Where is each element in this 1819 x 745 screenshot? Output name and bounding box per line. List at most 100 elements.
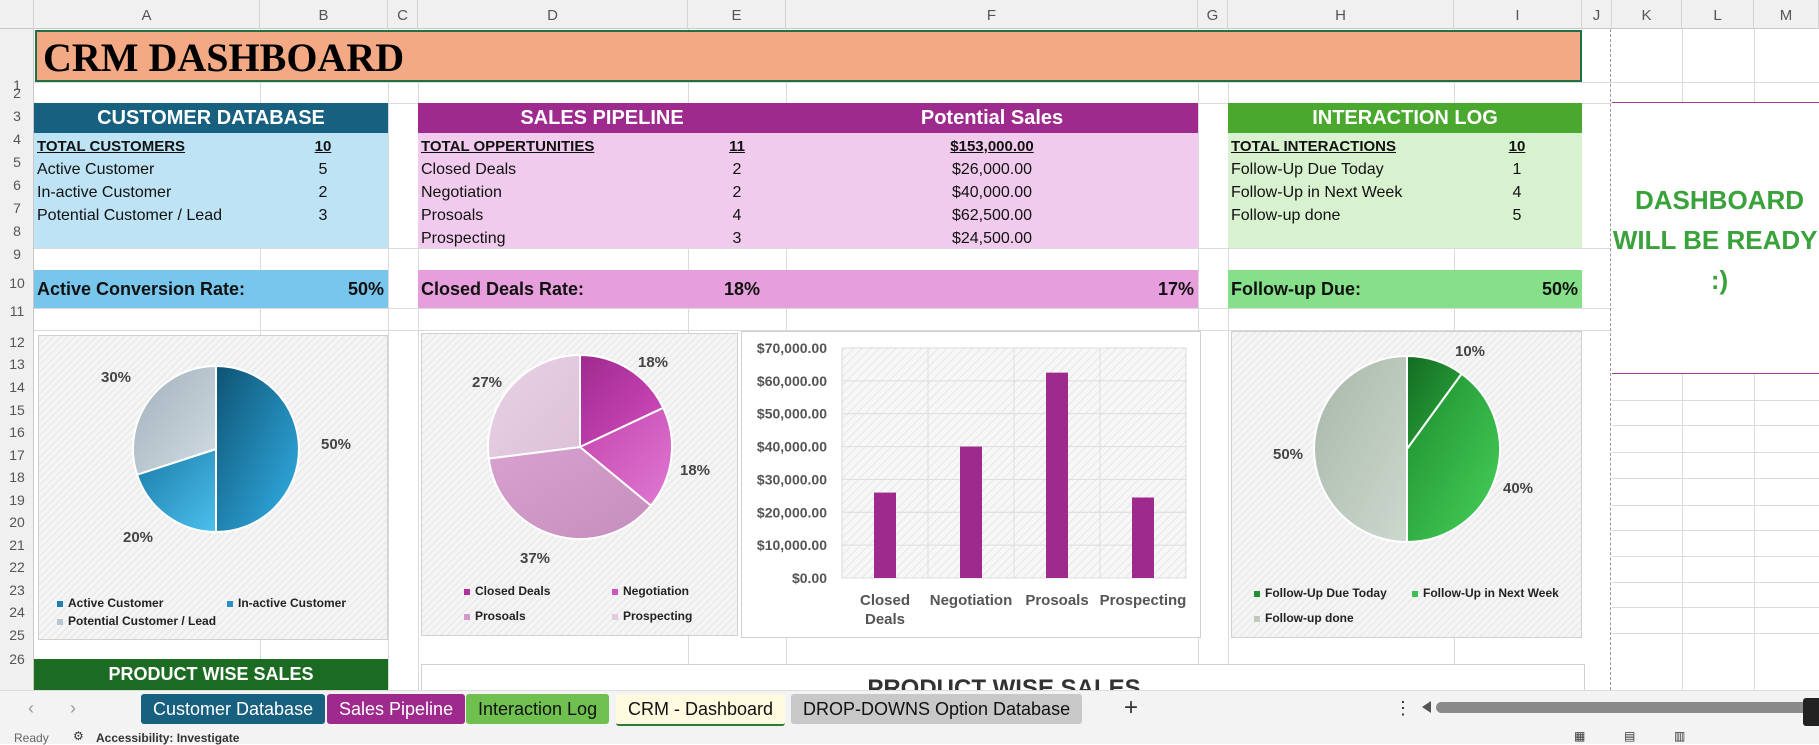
column-header-K[interactable]: K [1612, 0, 1682, 29]
row-header-23[interactable]: 23 [9, 582, 25, 598]
pie-slice-negotiation[interactable] [578, 406, 673, 508]
column-header-B[interactable]: B [260, 0, 388, 29]
total-interactions-value[interactable]: 10 [1508, 138, 1526, 155]
pie-slice-prospecting[interactable] [487, 353, 581, 460]
row-header-15[interactable]: 15 [9, 402, 25, 418]
column-header-H[interactable]: H [1228, 0, 1454, 29]
column-header-J[interactable]: J [1582, 0, 1612, 29]
follow-up-done-label[interactable]: Follow-up done [1231, 207, 1341, 224]
negotiation-value[interactable]: 2 [732, 184, 742, 201]
active-conversion-rate-value[interactable]: 50% [347, 279, 384, 299]
closed-sales-rate-value[interactable]: 17% [1157, 279, 1194, 299]
closed-deals-label[interactable]: Closed Deals [421, 161, 517, 178]
row-header-6[interactable]: 6 [13, 177, 21, 193]
column-header-G[interactable]: G [1198, 0, 1228, 29]
follow-up-due-value[interactable]: 50% [1541, 279, 1578, 299]
potential-customer-value[interactable]: 3 [318, 207, 328, 224]
page-break-preview-icon[interactable]: ▥ [1674, 729, 1686, 743]
tab-customer-database[interactable]: Customer Database [141, 694, 326, 724]
potential-sales-bar-chart[interactable]: $0.00 $10,000.00 $20,000.00 $30,000.00 $40,0… [741, 331, 1201, 638]
prospecting-label[interactable]: Prospecting [421, 230, 506, 247]
active-customer-label[interactable]: Active Customer [37, 161, 155, 178]
row-header-8[interactable]: 8 [13, 223, 21, 239]
customer-pie-chart[interactable]: 50% 20% 30% Active Customer In-active Cu… [38, 335, 388, 640]
pie-slice-active-customer[interactable] [215, 364, 300, 534]
column-header-F[interactable]: F [786, 0, 1198, 29]
column-header-C[interactable]: C [388, 0, 418, 29]
row-header-22[interactable]: 22 [9, 559, 25, 575]
prospecting-value[interactable]: 3 [732, 230, 742, 247]
total-interactions-label[interactable]: TOTAL INTERACTIONS [1231, 138, 1396, 155]
row-header-17[interactable]: 17 [9, 447, 25, 463]
row-header-13[interactable]: 13 [9, 356, 25, 372]
row-header-20[interactable]: 20 [9, 514, 25, 530]
bar-prospecting[interactable] [1132, 497, 1154, 579]
tab-options-icon[interactable]: ⋮ [1394, 698, 1412, 718]
column-header-I[interactable]: I [1454, 0, 1582, 29]
row-header-10[interactable]: 10 [9, 275, 25, 291]
bar-prosoals[interactable] [1046, 372, 1068, 578]
column-header-M[interactable]: M [1754, 0, 1819, 29]
follow-up-next-week-label[interactable]: Follow-Up in Next Week [1231, 184, 1403, 201]
pie-slice-inactive-customer[interactable] [135, 447, 217, 534]
row-header-24[interactable]: 24 [9, 604, 25, 620]
total-customers-label[interactable]: TOTAL CUSTOMERS [37, 138, 186, 155]
row-header-21[interactable]: 21 [9, 537, 25, 553]
sales-pipeline-pie-chart[interactable]: 18% 18% 37% 27% Closed Deals Negotiation… [421, 333, 738, 636]
follow-up-next-week-value[interactable]: 4 [1512, 184, 1522, 201]
closed-deals-rate-value[interactable]: 18% [723, 279, 761, 299]
column-header-L[interactable]: L [1682, 0, 1754, 29]
inactive-customer-label[interactable]: In-active Customer [37, 184, 172, 201]
row-header-26[interactable]: 26 [9, 651, 25, 667]
pie-slice-prosoals[interactable] [487, 445, 653, 540]
row-header-7[interactable]: 7 [13, 200, 21, 216]
page-layout-icon[interactable]: ▤ [1624, 729, 1636, 743]
closed-deals-sales[interactable]: $26,000.00 [951, 161, 1033, 178]
prosoals-sales[interactable]: $62,500.00 [951, 207, 1033, 224]
row-header-12[interactable]: 12 [9, 334, 25, 350]
follow-up-done-value[interactable]: 5 [1512, 207, 1522, 224]
row-header-25[interactable]: 25 [9, 627, 25, 643]
tab-dropdowns-option-database[interactable]: DROP-DOWNS Option Database [791, 694, 1083, 724]
bar-negotiation[interactable] [960, 446, 982, 578]
status-accessibility[interactable]: Accessibility: Investigate [96, 731, 240, 745]
row-header-3[interactable]: 3 [13, 108, 21, 124]
closed-deals-value[interactable]: 2 [732, 161, 742, 178]
follow-up-due-today-value[interactable]: 1 [1512, 161, 1522, 178]
row-header-4[interactable]: 4 [13, 131, 21, 147]
bar-closed-deals[interactable] [874, 492, 896, 578]
column-header-D[interactable]: D [418, 0, 688, 29]
prosoals-label[interactable]: Prosoals [421, 207, 484, 224]
horizontal-scrollbar[interactable] [1436, 702, 1819, 713]
negotiation-sales[interactable]: $40,000.00 [951, 184, 1033, 201]
pie-slice-follow-up-done[interactable] [1313, 354, 1408, 544]
follow-up-due-today-label[interactable]: Follow-Up Due Today [1231, 161, 1384, 178]
product-wise-sales-chart[interactable]: PRODUCT WISE SALES [421, 664, 1585, 690]
pie-slice-potential-customer[interactable] [132, 364, 217, 476]
prosoals-value[interactable]: 4 [732, 207, 742, 224]
scroll-tabs-right-icon[interactable]: › [70, 698, 76, 718]
row-header-14[interactable]: 14 [9, 379, 25, 395]
follow-up-due-label[interactable]: Follow-up Due: [1231, 279, 1361, 299]
scroll-tabs-left-icon[interactable]: ‹ [28, 698, 34, 718]
row-header-5[interactable]: 5 [13, 154, 21, 170]
row-header-16[interactable]: 16 [9, 424, 25, 440]
closed-deals-rate-label[interactable]: Closed Deals Rate: [421, 279, 585, 299]
row-header-9[interactable]: 9 [13, 246, 21, 262]
interaction-pie-chart[interactable]: 10% 40% 50% Follow-Up Due Today Follow-U… [1231, 331, 1582, 638]
row-header-18[interactable]: 18 [9, 469, 25, 485]
column-header-A[interactable]: A [34, 0, 260, 29]
prospecting-sales[interactable]: $24,500.00 [951, 230, 1033, 247]
select-all-corner[interactable] [0, 0, 34, 29]
dashboard-note-shape[interactable] [1612, 102, 1819, 374]
potential-sales-header[interactable]: Potential Sales [920, 107, 1064, 129]
pie-slice-follow-up-next-week[interactable] [1406, 372, 1501, 544]
potential-customer-label[interactable]: Potential Customer / Lead [37, 207, 222, 224]
row-header-2[interactable]: 2 [13, 85, 21, 101]
product-wise-sales-header[interactable]: PRODUCT WISE SALES [34, 659, 388, 690]
total-opportunities-value[interactable]: 11 [729, 138, 745, 155]
row-header-1[interactable]: 1 [13, 77, 21, 93]
normal-view-icon[interactable]: ▦ [1574, 729, 1586, 743]
total-potential-sales[interactable]: $153,000.00 [950, 138, 1034, 155]
column-header-E[interactable]: E [688, 0, 786, 29]
